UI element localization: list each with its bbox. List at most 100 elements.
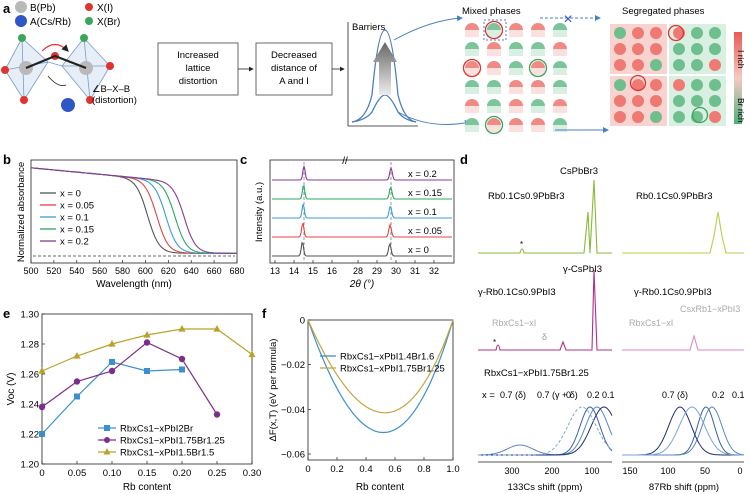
free-energy-curve	[307, 319, 454, 434]
xtick-label-c: 16	[327, 266, 337, 276]
data-point-circle	[108, 367, 116, 375]
data-point-circle	[38, 403, 46, 411]
nmr-row3-right-curve	[622, 406, 744, 456]
panel-a: a B(Pb) X(I) A(Cs/Rb) X(Br)	[1, 1, 746, 135]
i-rich-label: I rich	[736, 50, 746, 69]
row3-lbl-1: 0.7 (γ + δ)	[537, 390, 578, 400]
data-point-square	[109, 359, 115, 365]
xticks-c: 13 14 15 16 28 29 30 31 32	[270, 260, 439, 276]
angle-label-2: (distortion)	[92, 95, 137, 106]
box-distance	[255, 42, 333, 96]
nmr-row3-left-curve	[478, 406, 613, 456]
data-point-square	[39, 431, 45, 437]
d-tick-l0: 300	[504, 466, 519, 476]
panel-e: e Voc (V) Rb content 0 0.05 0.10 0.15 0.20 0.…	[3, 306, 261, 493]
xlabel-b: Wavelength (nm)	[96, 279, 172, 290]
mixed-ion-shade	[531, 87, 545, 94]
segregated-ion	[709, 43, 721, 55]
segregated-ion	[691, 79, 703, 91]
segregated-ion	[650, 95, 662, 107]
segregated-ion	[673, 79, 685, 91]
star-2: *	[493, 338, 496, 347]
mixed-phase-grid	[462, 19, 567, 135]
mixed-ion-shade	[509, 125, 523, 132]
xtick-label-b: 660	[207, 266, 222, 276]
rich-colorbar	[734, 32, 742, 124]
legend-label-e: RbxCs1−xPbI1.5Br1.5	[120, 448, 214, 459]
segregated-ion	[632, 111, 644, 123]
legend-cs: A(Cs/Rb)	[30, 17, 71, 28]
legend-b: x = 0x = 0.05x = 0.1x = 0.15x = 0.2	[40, 189, 94, 248]
box1-line2: lattice	[186, 63, 211, 74]
mixed-ion-shade	[509, 68, 523, 75]
mixed-ion-shade	[487, 49, 501, 56]
xrd-pattern	[272, 223, 452, 238]
segregated-ion	[614, 111, 626, 123]
xtick-label-e: 0.10	[103, 468, 122, 479]
ytick-label-e: 1.30	[21, 310, 40, 321]
absorbance-curve	[30, 167, 237, 254]
segregated-ion	[673, 27, 685, 39]
mixed-ion-shade	[531, 125, 545, 132]
xtick-label-b: 680	[229, 266, 244, 276]
br-atom-icon	[85, 17, 93, 25]
row3-rlbl-0: 0.7 (δ)	[662, 390, 688, 400]
segregated-ion	[709, 27, 721, 39]
row1-right-label: Rb0.1Cs0.9PbBr3	[636, 191, 713, 202]
mixed-ion-shade	[487, 30, 501, 37]
xtick-label-c: 31	[410, 266, 420, 276]
xtick-label-e: 0.25	[208, 468, 227, 479]
xtick-label-f: 0.2	[330, 464, 343, 475]
mixed-ion-shade	[509, 87, 523, 94]
mixed-ion-shade	[531, 68, 545, 75]
mixed-ion-shade	[531, 49, 545, 56]
free-energy-curve	[307, 319, 454, 414]
legend-label-b: x = 0.2	[60, 237, 89, 248]
segregated-ion	[650, 43, 662, 55]
mixed-ion-shade	[553, 125, 567, 132]
cs-atom-icon	[15, 15, 27, 27]
data-point-circle	[213, 411, 221, 418]
xtick-label-b: 500	[23, 266, 38, 276]
segregated-ion	[614, 79, 626, 91]
legend-label-f: RbxCs1−xPbI1.4Br1.6	[340, 352, 434, 363]
mixed-ion-shade	[465, 106, 479, 113]
mixed-ion-shade	[465, 125, 479, 132]
row2-impurity-left: RbxCs1−xI	[492, 318, 536, 328]
box1-line1: Increased	[177, 50, 219, 61]
data-point-triangle	[108, 340, 116, 347]
xtick-label-e: 0.05	[68, 468, 87, 479]
xtick-label-f: 0.8	[417, 464, 430, 475]
data-point-triangle	[73, 352, 81, 359]
mixed-ion-shade	[531, 30, 545, 37]
mixed-ion-shade	[487, 68, 501, 75]
panel-letter-d: d	[460, 152, 468, 167]
legend-marker-e	[104, 425, 110, 431]
plot-frame-b	[30, 159, 238, 264]
legend-label-e: RbxCs1−xPbI2Br	[120, 424, 193, 435]
atoms	[1, 34, 114, 112]
legend-marker-e	[104, 437, 110, 443]
data-point-circle	[143, 339, 151, 346]
nmr-row3-right-curve	[622, 406, 744, 456]
highlight-ring	[667, 24, 685, 42]
xticks-b: 500 520 540 560 580 600 620 640 660 680	[23, 260, 245, 276]
box2-line2: distance of	[271, 63, 317, 74]
row2-csrb-label: CsxRb1−xPbI3	[680, 304, 740, 314]
legend-label-b: x = 0.05	[60, 201, 94, 212]
box2-line3: A and I	[279, 76, 309, 87]
highlight-ring	[691, 106, 709, 124]
panel-letter-b: b	[3, 152, 11, 167]
ylabel-e: Voc (V)	[6, 373, 17, 406]
data-point-circle	[178, 355, 186, 363]
voc-series	[38, 325, 256, 437]
segregated-ion	[673, 59, 685, 71]
xrd-pattern	[272, 204, 452, 219]
d-xlabel-right: 87Rb shift (ppm)	[649, 482, 719, 493]
xrd-pattern	[272, 184, 452, 200]
mixed-ion-shade	[509, 30, 523, 37]
d-tick-r0: 150	[622, 466, 637, 476]
row3-lbl-4: 0	[566, 390, 571, 400]
nmr-row3-left-curve	[478, 406, 613, 456]
